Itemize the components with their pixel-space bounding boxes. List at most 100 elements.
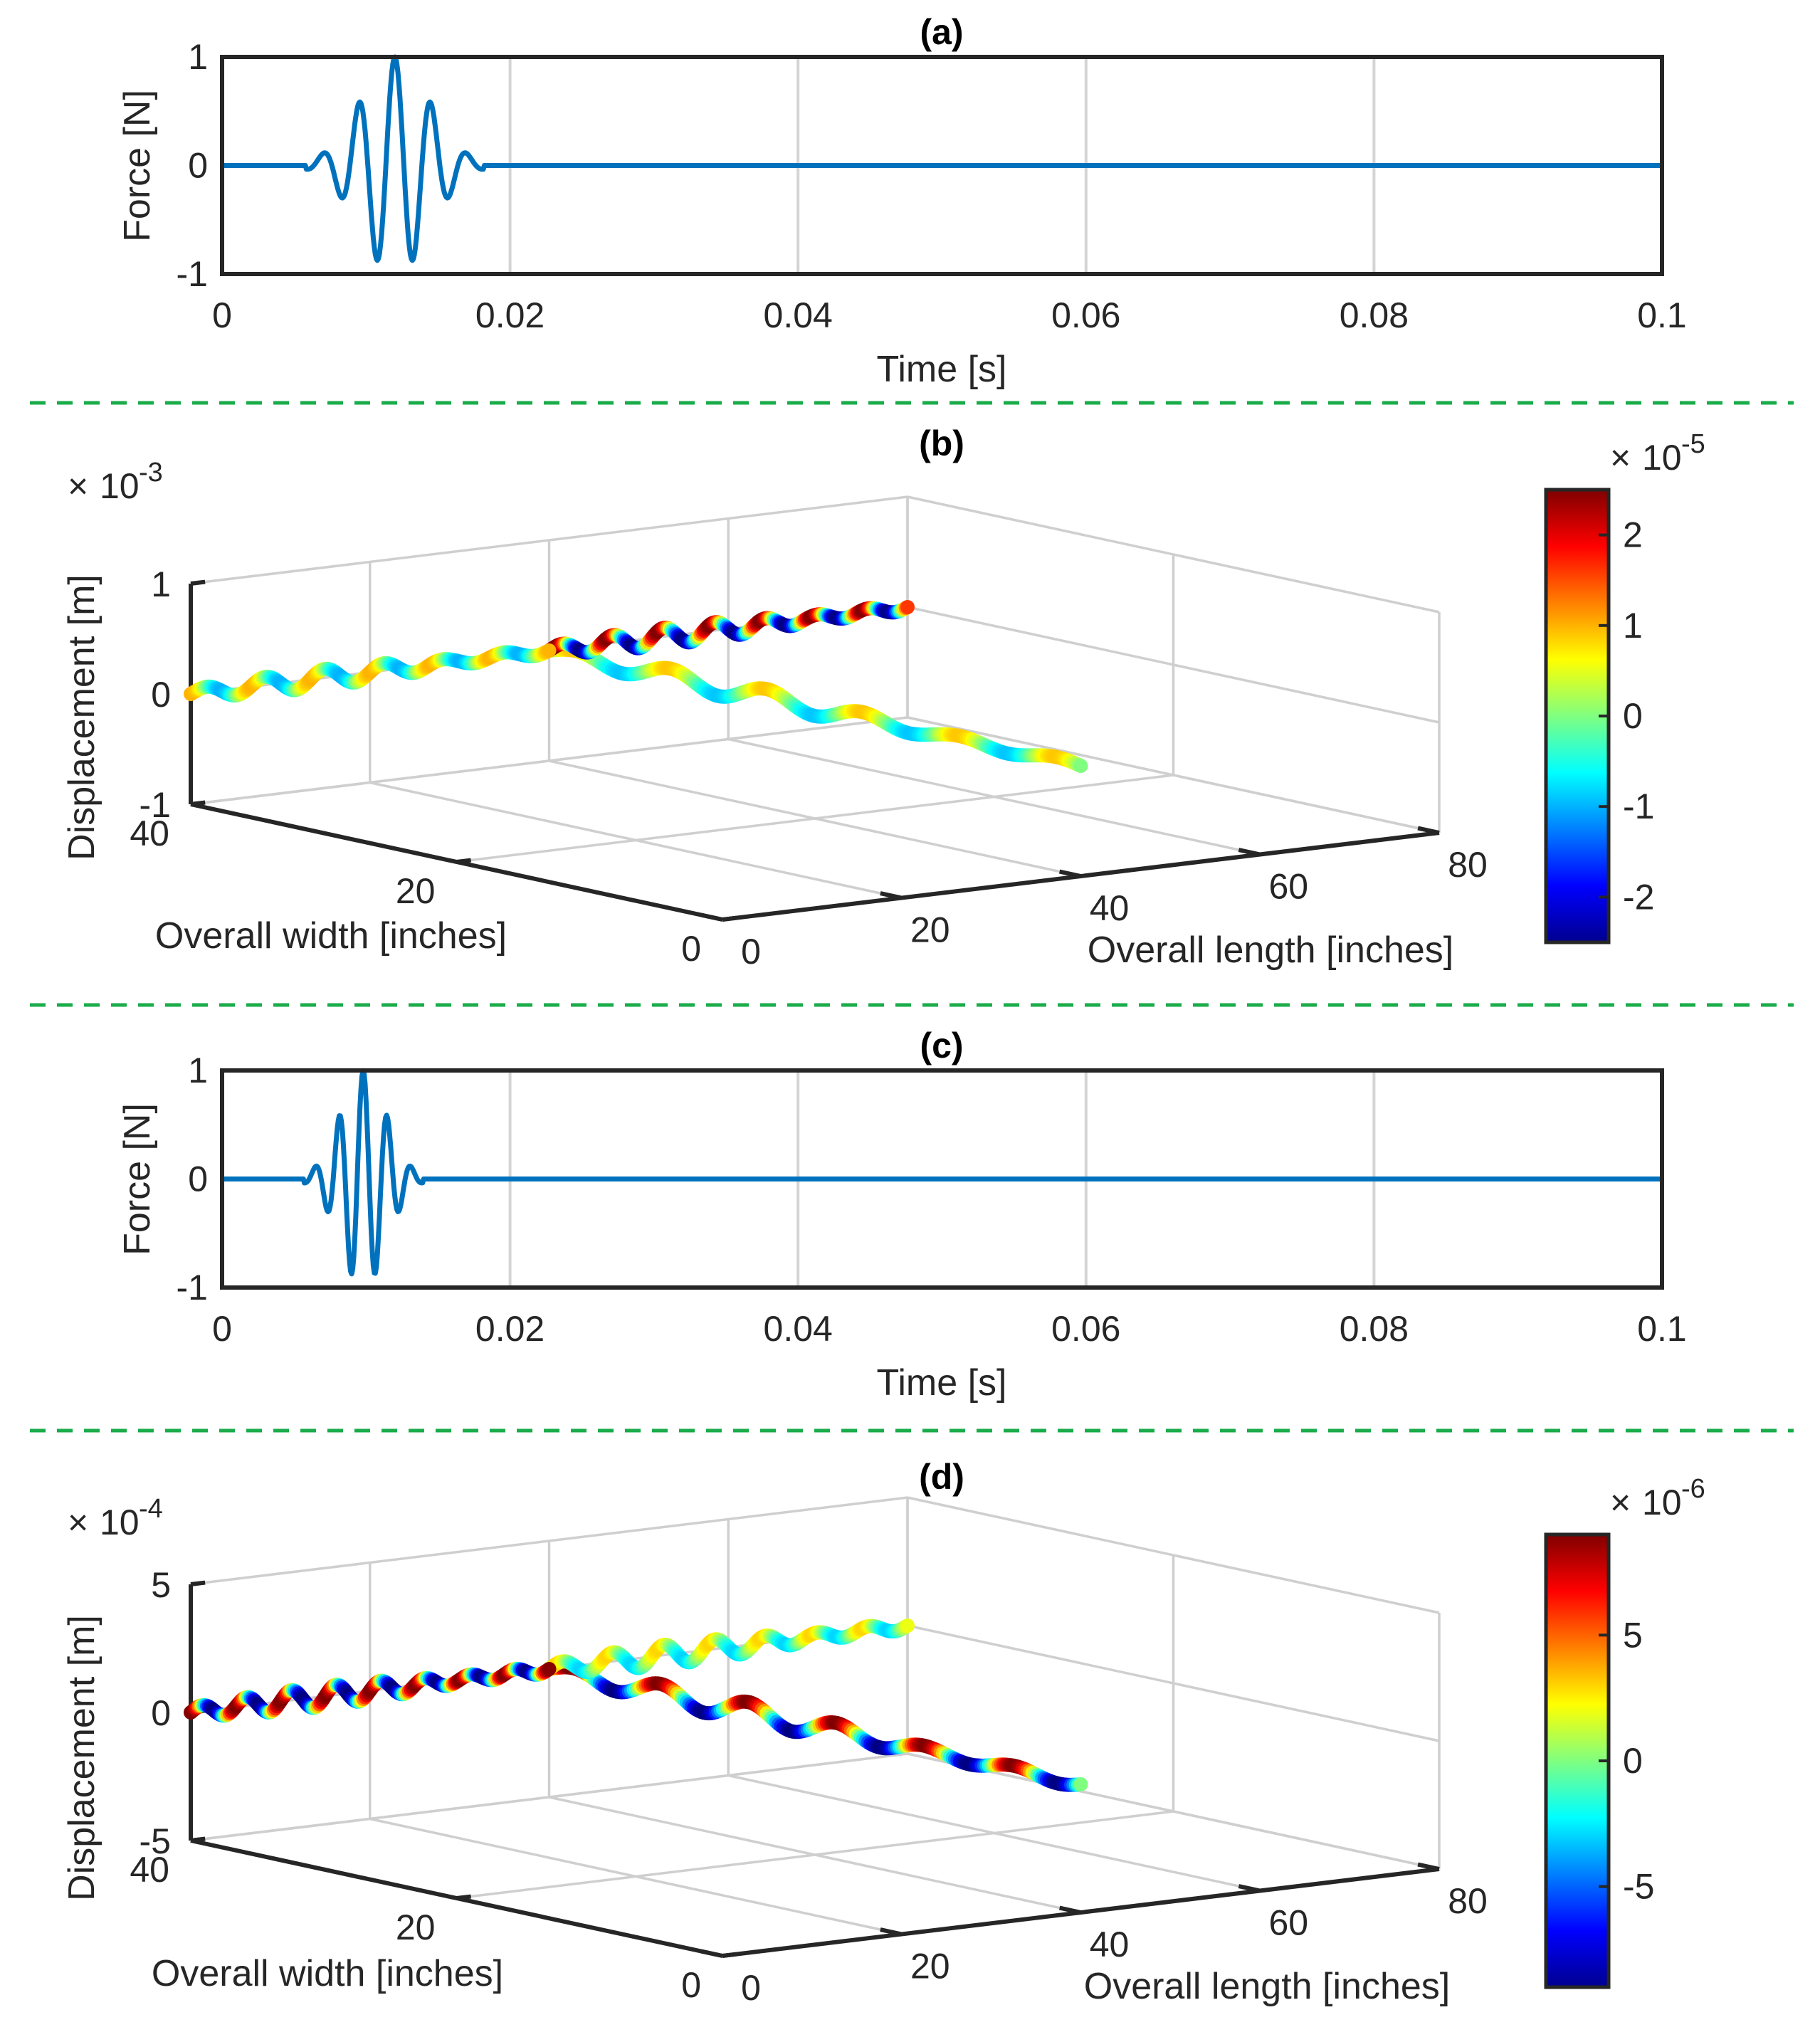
d-wall-grid-line xyxy=(190,1752,908,1842)
d-colorbar-tick-label: 0 xyxy=(1623,1741,1643,1781)
panel-d-title: (d) xyxy=(919,1457,964,1497)
b-colorbar-tick-label: -2 xyxy=(1623,877,1654,917)
panel-b-z-multiplier: 10 xyxy=(100,466,140,506)
b-colorbar-tick-label: -1 xyxy=(1623,786,1654,826)
b-ztick-label: 1 xyxy=(151,564,171,604)
c-xtick-label: 0.04 xyxy=(764,1309,833,1349)
b-colorbar-tick-label: 0 xyxy=(1623,696,1643,736)
c-xtick-label: 0.1 xyxy=(1637,1309,1687,1349)
c-xtick-label: 0.08 xyxy=(1340,1309,1409,1349)
d-ztick-mark xyxy=(190,1580,206,1586)
d-wall-grid-line xyxy=(190,1496,908,1586)
d-colorbar-tick-label: 5 xyxy=(1623,1615,1643,1655)
b-ztick-mark xyxy=(190,800,206,806)
panel-a-xlabel: Time [s] xyxy=(877,349,1007,390)
d-xtick-mark xyxy=(700,1949,723,1958)
d-xtick-label: 60 xyxy=(1268,1903,1308,1943)
a-ytick-label: 0 xyxy=(188,146,208,186)
b-xtick-mark xyxy=(1238,848,1261,857)
panel-b-z-exponent-value: -3 xyxy=(139,458,163,488)
b-colorbar-multiplier: 10 xyxy=(1642,438,1682,478)
d-ztick-label: 0 xyxy=(151,1693,171,1733)
b-ytick-label: 20 xyxy=(396,871,436,911)
panel-c-ylabel: Force [N] xyxy=(117,1103,158,1256)
b-xtick-label: 80 xyxy=(1448,845,1488,885)
d-ytick-mark xyxy=(722,1952,737,1958)
c-xtick-label: 0.06 xyxy=(1051,1309,1120,1349)
d-curve-point xyxy=(900,1618,915,1633)
a-xtick-label: 0.02 xyxy=(475,295,545,335)
b-colorbar-exponent: -5 xyxy=(1681,429,1705,459)
b-xtick-label: 40 xyxy=(1090,888,1130,928)
panel-c-force-series xyxy=(220,1068,1664,1277)
a-xtick-label: 0.04 xyxy=(764,295,833,335)
b-curve-point xyxy=(900,600,915,614)
d-colorbar-exponent: -6 xyxy=(1681,1474,1705,1504)
d-floor-grid-line xyxy=(456,1810,1174,1900)
c-xtick-label: 0 xyxy=(212,1309,232,1349)
panel-b-title: (b) xyxy=(919,423,964,463)
panel-b-xlabel: Overall length [inches] xyxy=(1088,930,1454,971)
b-xtick-label: 60 xyxy=(1268,867,1308,907)
b-series-branch-along-length-negative xyxy=(184,643,557,702)
b-ztick-label: 0 xyxy=(151,675,171,715)
d-colorbar-times: × xyxy=(1610,1483,1631,1522)
panel-d-z-exponent: × 10 -4 xyxy=(68,1494,163,1542)
d-colorbar-multiplier: 10 xyxy=(1642,1483,1682,1522)
b-wall-grid-line xyxy=(190,495,908,585)
b-ytick-label: 0 xyxy=(681,929,701,969)
panel-a-axes-box xyxy=(220,55,1664,276)
b-wall-grid-line xyxy=(907,716,1440,834)
panel-b-z-exponent: × 10 -3 xyxy=(68,458,163,506)
b-ytick-label: 40 xyxy=(130,814,169,853)
svg-text:×: × xyxy=(68,466,88,506)
panel-a-force-series xyxy=(220,54,1664,263)
a-xtick-label: 0.1 xyxy=(1637,295,1687,335)
b-xtick-label: 20 xyxy=(910,910,950,950)
a-xtick-label: 0 xyxy=(212,295,232,335)
d-ytick-label: 0 xyxy=(681,1965,701,2005)
b-curve-point xyxy=(542,643,557,658)
panel-a-force-plot: (a) 0 0.02 0.04 0.06 0.08 0.1 -101 Time [s] F… xyxy=(117,12,1687,390)
panel-d-ylabel: Overall width [inches] xyxy=(152,1953,503,1994)
panel-d-xlabel: Overall length [inches] xyxy=(1084,1966,1451,2007)
b-ytick-mark xyxy=(722,915,737,922)
a-xtick-label: 0.08 xyxy=(1340,295,1409,335)
a-ytick-label: -1 xyxy=(177,254,208,294)
b-wall-grid-line xyxy=(907,606,1440,724)
b-curve-point xyxy=(1073,759,1088,773)
c-ytick-label: 0 xyxy=(188,1159,208,1199)
c-xtick-label: 0.02 xyxy=(475,1309,545,1349)
panel-d-z-exponent-value: -4 xyxy=(139,1494,163,1524)
panel-b-ylabel: Overall width [inches] xyxy=(155,915,507,957)
d-ztick-label: 5 xyxy=(151,1565,171,1605)
panel-b-zlabel: Displacement [m] xyxy=(61,574,102,860)
d-xtick-label: 80 xyxy=(1448,1881,1488,1921)
svg-text:×: × xyxy=(68,1502,88,1542)
b-series-branch-along-length-positive xyxy=(542,600,915,660)
panel-a-ylabel: Force [N] xyxy=(117,90,158,242)
b-colorbar-times: × xyxy=(1610,438,1631,478)
d-xtick-mark xyxy=(1238,1884,1261,1893)
d-ztick-label: -5 xyxy=(140,1821,171,1861)
b-colorbar-tick-label: 1 xyxy=(1623,606,1643,646)
panel-c-axes-box xyxy=(220,1068,1664,1290)
d-series-branch-along-width xyxy=(542,1660,1088,1792)
panel-d-z-multiplier: 10 xyxy=(100,1502,140,1542)
d-xtick-mark xyxy=(880,1927,903,1937)
b-xtick-mark xyxy=(1417,826,1440,835)
d-curve-point xyxy=(542,1662,557,1676)
d-series-branch-along-length-negative xyxy=(184,1661,557,1723)
d-ytick-label: 20 xyxy=(396,1907,436,1947)
panel-a-title: (a) xyxy=(920,12,963,52)
c-ytick-label: -1 xyxy=(177,1268,208,1307)
d-wall-grid-line xyxy=(907,1752,1440,1870)
b-wall-grid-line xyxy=(907,495,1440,614)
d-wall-grid-line xyxy=(907,1624,1440,1742)
d-curve-point xyxy=(1073,1777,1088,1791)
d-colorbar xyxy=(1544,1532,1611,1989)
d-ztick-mark xyxy=(190,1836,206,1843)
d-colorbar-tick-label: -5 xyxy=(1623,1867,1654,1907)
